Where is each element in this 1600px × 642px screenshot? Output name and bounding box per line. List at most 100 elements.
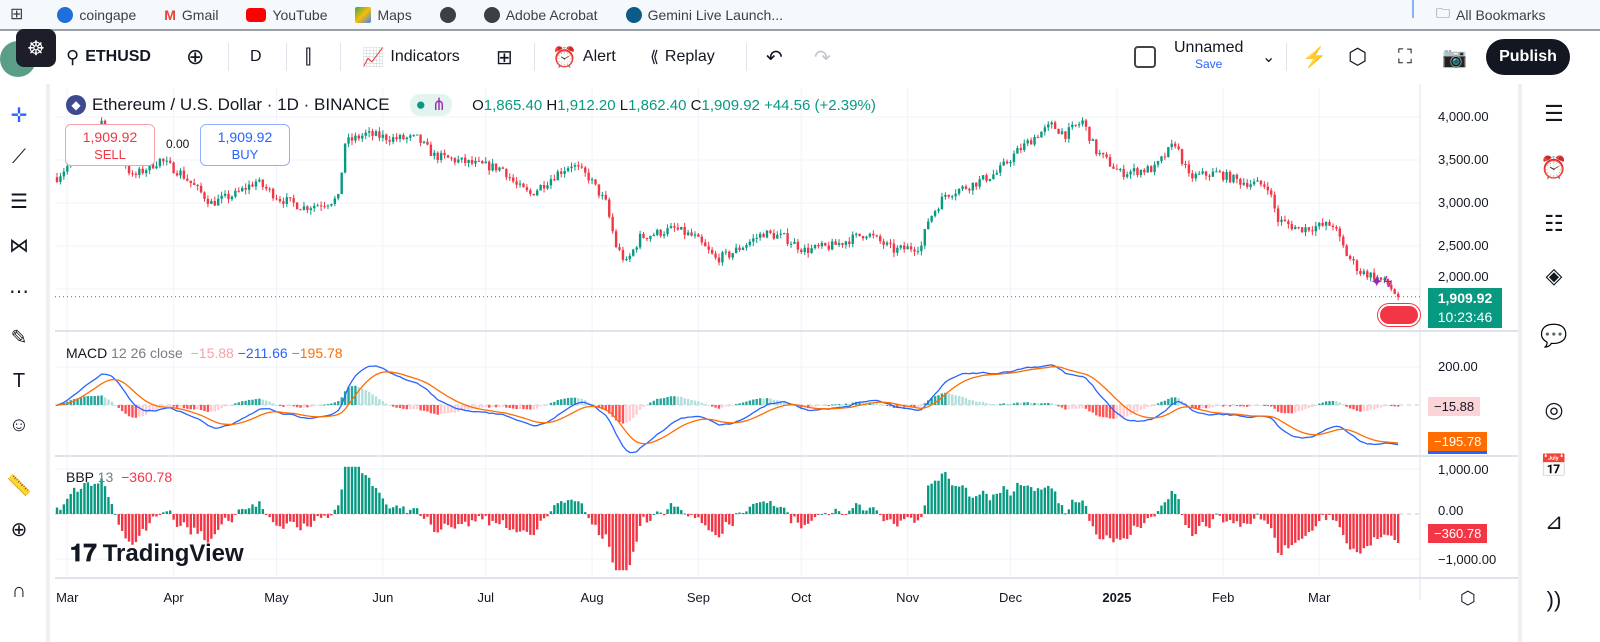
bbp-bar	[892, 514, 896, 524]
chat-icon[interactable]: 💬	[1540, 323, 1568, 348]
layout-dropdown[interactable]: ⌄	[1262, 33, 1275, 81]
settings-button[interactable]: ⬡	[1348, 33, 1367, 81]
candle-body	[175, 173, 179, 176]
bbp-bar	[841, 514, 844, 515]
templates-button[interactable]: ⊞	[496, 33, 513, 81]
fullscreen-button[interactable]: ⛶	[1398, 33, 1412, 81]
alarm-clock-icon[interactable]: ⏰	[1540, 155, 1568, 180]
candle-body	[745, 245, 748, 248]
replay-label: Replay	[664, 48, 715, 65]
hotlist-icon[interactable]: ☷	[1544, 211, 1564, 236]
zoom-in-icon[interactable]: ⊕	[10, 518, 28, 541]
candle-body	[868, 233, 872, 237]
bookmark-youtube[interactable]: YouTube	[246, 7, 327, 23]
crosshair-icon[interactable]: ✛	[10, 104, 28, 127]
watchlist-icon[interactable]: ☰	[1544, 101, 1564, 126]
macd-axis-label: 200.00	[1438, 359, 1478, 374]
bookmark-gmail[interactable]: M Gmail	[164, 7, 218, 23]
macd-histogram-bar	[697, 401, 700, 405]
fib-retracement-icon[interactable]: ☰	[10, 190, 28, 213]
magnet-icon[interactable]: ∩	[11, 579, 27, 602]
macd-histogram-bar	[923, 403, 926, 405]
bbp-bar	[1077, 502, 1081, 514]
layout-name-button[interactable]: Unnamed Save	[1174, 40, 1243, 72]
bbp-bar	[748, 506, 752, 514]
forecast-icon[interactable]: ⋯	[9, 280, 29, 303]
alert-button[interactable]: ⏰ Alert	[552, 33, 616, 81]
buy-button[interactable]: 1,909.92 BUY	[200, 124, 290, 166]
bbp-bar	[1355, 514, 1359, 553]
snapshot-button[interactable]: 📷	[1442, 33, 1467, 81]
bbp-legend[interactable]: BBP 13 −360.78	[66, 469, 172, 485]
macd-histogram-bar	[1287, 405, 1290, 414]
candle-body	[1112, 166, 1115, 169]
macd-histogram-bar	[405, 405, 409, 410]
candle-body	[1280, 219, 1283, 222]
macd-histogram-bar	[899, 405, 902, 408]
macd-histogram-bar	[1270, 405, 1273, 407]
save-link[interactable]: Save	[1195, 57, 1223, 71]
symbol-search[interactable]: ⚲ ETHUSD	[66, 33, 151, 81]
bookmark-gemini[interactable]: Gemini Live Launch...	[625, 6, 783, 23]
macd-histogram-bar	[968, 399, 971, 405]
bookmark-label: Gemini Live Launch...	[647, 6, 783, 23]
sell-button[interactable]: 1,909.92 SELL	[65, 124, 155, 166]
indicators-button[interactable]: 📈 Indicators	[362, 33, 460, 81]
bbp-bar	[1201, 514, 1204, 523]
broadcast-icon[interactable]: ))	[1546, 587, 1562, 612]
interval-button[interactable]: D	[250, 33, 262, 81]
bookmark-adobe-acrobat[interactable]: Adobe Acrobat	[483, 6, 598, 23]
chart-tool-icon[interactable]: ⊿	[1544, 509, 1564, 534]
emoji-icon[interactable]: ☺	[8, 413, 30, 436]
bookmark-coingape[interactable]: coingape	[57, 6, 136, 23]
radar-icon[interactable]: ◎	[1544, 397, 1564, 422]
layers-icon[interactable]: ◈	[1545, 263, 1563, 288]
bookmark-maps[interactable]: Maps	[355, 6, 412, 23]
text-icon[interactable]: T	[12, 369, 26, 392]
bbp-bar	[1149, 514, 1153, 517]
bookmark-globe[interactable]	[439, 6, 456, 23]
undo-button[interactable]: ↶	[766, 33, 783, 81]
us-flag-events-icon[interactable]	[1378, 304, 1420, 326]
macd-histogram-bar	[933, 396, 937, 405]
brush-icon[interactable]: ✎	[10, 326, 28, 349]
status-pill[interactable]: ● ⋔	[409, 94, 453, 116]
tradingview-watermark[interactable]: 𝟏𝟕 TradingView	[70, 540, 244, 568]
macd-histogram-bar	[330, 403, 333, 405]
macd-histogram-bar	[1352, 405, 1355, 410]
layout-checkbox-icon[interactable]	[1134, 46, 1156, 68]
pattern-icon[interactable]: ⋈	[9, 234, 29, 257]
redo-button[interactable]: ↷	[814, 33, 831, 81]
candle-body	[1026, 140, 1029, 144]
bbp-bar	[662, 514, 666, 516]
calendar-icon[interactable]: 📅	[1540, 453, 1568, 478]
ruler-icon[interactable]: 📏	[6, 474, 32, 497]
trend-line-icon[interactable]: ⟋	[12, 145, 26, 168]
publish-button[interactable]: Publish	[1486, 39, 1570, 75]
bbp-bar	[457, 514, 460, 525]
replay-button[interactable]: ⟪ Replay	[650, 33, 715, 81]
bbp-bar	[1225, 514, 1228, 522]
divider	[340, 43, 341, 71]
bbp-bar	[800, 514, 803, 529]
candle-body	[1119, 169, 1122, 171]
brain-extension-icon[interactable]: ☸	[16, 29, 56, 67]
all-bookmarks[interactable]: 🗀 All Bookmarks	[1436, 3, 1545, 27]
sparkle-lightning-icon[interactable]: ✦ϟ	[1370, 274, 1392, 291]
macd-histogram-bar	[134, 405, 138, 418]
macd-histogram-bar	[673, 396, 676, 405]
bbp-bar	[422, 514, 426, 519]
apps-icon[interactable]: ⊞	[10, 5, 24, 23]
macd-histogram-bar	[210, 405, 213, 412]
symbol-title[interactable]: Ethereum / U.S. Dollar · 1D · BINANCE	[92, 95, 390, 114]
candle-body	[144, 170, 148, 174]
bbp-bar	[1331, 514, 1335, 521]
chart-type-button[interactable]: ⫿	[305, 33, 311, 81]
macd-histogram-bar	[1160, 401, 1163, 405]
quick-search-button[interactable]: ⚡	[1302, 33, 1327, 81]
compare-add-button[interactable]: ⊕	[186, 33, 204, 81]
macd-legend[interactable]: MACD 12 26 close −15.88 −211.66 −195.78	[66, 345, 343, 361]
bbp-bar	[182, 514, 186, 523]
axis-settings-icon[interactable]: ⬡	[1460, 588, 1476, 608]
